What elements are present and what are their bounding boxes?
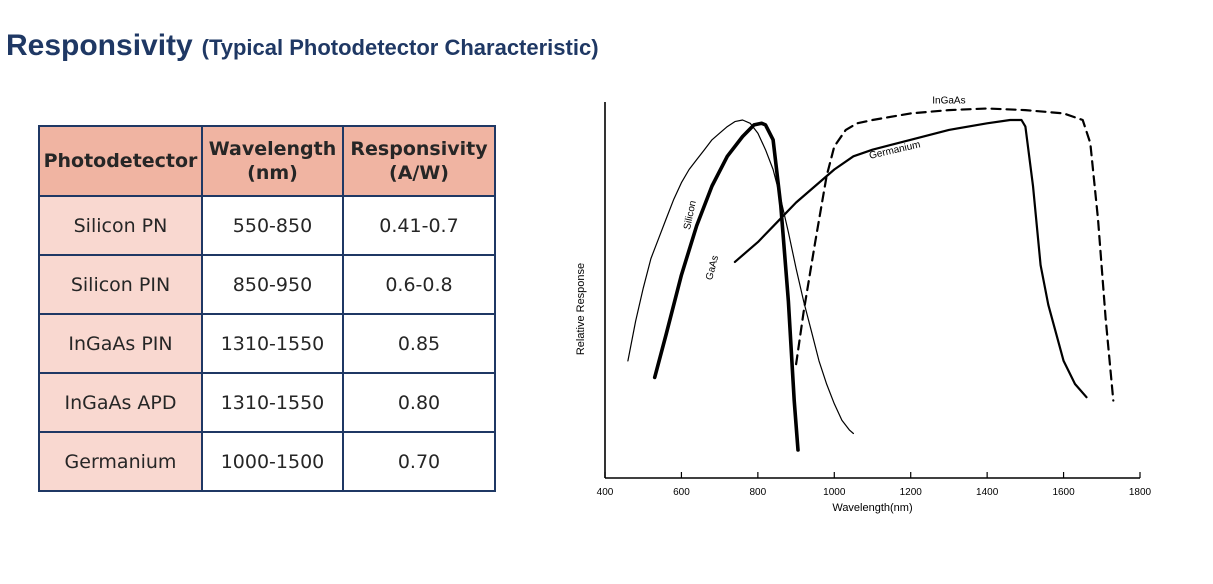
responsivity-chart: 400 600 800 1000 1200 1400 1600 1800 Wavelength(… <box>575 96 1152 515</box>
slide-title-subtitle: (Typical Photodetector Characteristic) <box>201 35 599 60</box>
series-gaas-line <box>652 121 800 452</box>
cell-responsivity: 0.80 <box>342 372 496 433</box>
cell-wavelength: 850-950 <box>201 254 344 315</box>
y-axis-label: Relative Response <box>575 263 587 355</box>
cell-photodetector: Germanium <box>38 431 203 492</box>
x-tick-label: 1400 <box>976 487 999 498</box>
cell-photodetector: Silicon PN <box>38 195 203 256</box>
x-tick-label: 600 <box>673 487 690 498</box>
series-germanium-label: Germanium <box>868 139 921 161</box>
series-germanium-line <box>733 118 1088 399</box>
x-tick-label: 800 <box>750 487 767 498</box>
cell-photodetector: InGaAs PIN <box>38 313 203 374</box>
cell-responsivity: 0.41-0.7 <box>342 195 496 256</box>
series-gaas-label: GaAs <box>704 254 721 281</box>
slide-title: Responsivity (Typical Photodetector Char… <box>6 26 599 63</box>
cell-wavelength: 1310-1550 <box>201 313 344 374</box>
table-row: Germanium 1000-1500 0.70 <box>38 431 496 492</box>
table-row: InGaAs APD 1310-1550 0.80 <box>38 372 496 433</box>
cell-responsivity: 0.85 <box>342 313 496 374</box>
table-row: Silicon PIN 850-950 0.6-0.8 <box>38 254 496 315</box>
series-silicon-line <box>627 119 854 435</box>
x-tick-label: 400 <box>597 487 614 498</box>
header-photodetector: Photodetector <box>38 125 203 197</box>
x-tick-label: 1000 <box>823 487 846 498</box>
table-row: Silicon PN 550-850 0.41-0.7 <box>38 195 496 256</box>
x-tick-label: 1800 <box>1129 487 1152 498</box>
x-tick-label: 1200 <box>900 487 923 498</box>
cell-wavelength: 550-850 <box>201 195 344 256</box>
x-tick-label: 1600 <box>1052 487 1075 498</box>
cell-wavelength: 1310-1550 <box>201 372 344 433</box>
x-axis-label: Wavelength(nm) <box>832 502 912 514</box>
cell-photodetector: InGaAs APD <box>38 372 203 433</box>
series-ingaas-label: InGaAs <box>932 96 965 107</box>
header-wavelength-unit: (nm) <box>247 162 298 184</box>
header-responsivity-label: Responsivity <box>350 138 488 160</box>
cell-photodetector: Silicon PIN <box>38 254 203 315</box>
header-wavelength: Wavelength (nm) <box>201 125 344 197</box>
table-header-row: Photodetector Wavelength (nm) Responsivit… <box>38 125 496 197</box>
cell-wavelength: 1000-1500 <box>201 431 344 492</box>
responsivity-table: Photodetector Wavelength (nm) Responsivit… <box>38 125 496 492</box>
table-row: InGaAs PIN 1310-1550 0.85 <box>38 313 496 374</box>
header-wavelength-label: Wavelength <box>208 138 337 160</box>
series-ingaas-line <box>795 107 1115 402</box>
cell-responsivity: 0.70 <box>342 431 496 492</box>
header-responsivity-unit: (A/W) <box>389 162 449 184</box>
cell-responsivity: 0.6-0.8 <box>342 254 496 315</box>
slide-title-main: Responsivity <box>6 29 193 62</box>
header-photodetector-label: Photodetector <box>43 150 198 172</box>
header-responsivity: Responsivity (A/W) <box>342 125 496 197</box>
